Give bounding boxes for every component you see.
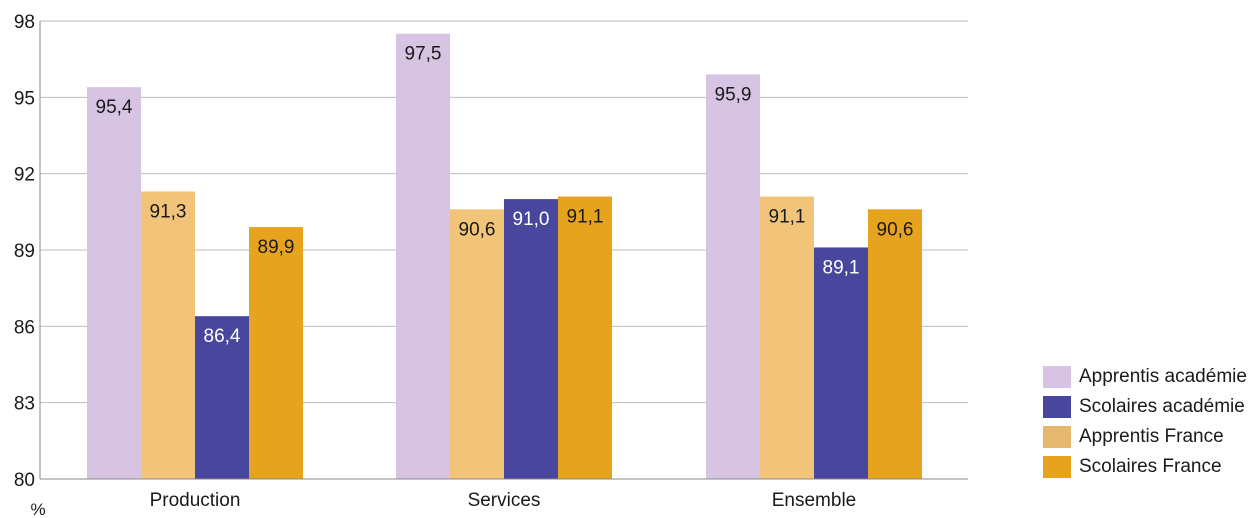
legend-label: Apprentis France bbox=[1079, 426, 1224, 447]
data-label: 89,1 bbox=[823, 257, 860, 278]
data-label: 97,5 bbox=[405, 44, 442, 65]
data-label: 90,6 bbox=[459, 219, 496, 240]
legend-label: Apprentis académie bbox=[1079, 366, 1247, 387]
legend-label: Scolaires académie bbox=[1079, 396, 1245, 417]
data-label: 91,0 bbox=[513, 209, 550, 230]
legend-label: Scolaires France bbox=[1079, 456, 1222, 477]
y-tick-label: 83 bbox=[14, 394, 35, 415]
bar bbox=[760, 196, 814, 480]
legend-item-apprentis-academie: Apprentis académie bbox=[1043, 362, 1247, 392]
bar bbox=[814, 247, 868, 479]
legend-item-apprentis-france: Apprentis France bbox=[1043, 422, 1247, 452]
data-label: 86,4 bbox=[204, 326, 241, 347]
x-tick-label: Production bbox=[150, 490, 241, 511]
data-label: 90,6 bbox=[877, 219, 914, 240]
y-tick-label: 80 bbox=[14, 470, 35, 491]
data-labels: 95,4 91,3 86,4 89,9 97,5 90,6 91,0 91,1 95,9 91,1… bbox=[96, 44, 914, 347]
legend-swatch bbox=[1043, 396, 1071, 418]
axes: 80 83 86 89 92 95 98 Production Services Ensemble bbox=[14, 12, 968, 511]
data-label: 91,1 bbox=[567, 207, 604, 228]
y-axis-unit-label: % bbox=[30, 500, 45, 518]
data-label: 89,9 bbox=[258, 237, 295, 258]
data-label: 95,4 bbox=[96, 97, 133, 118]
bar bbox=[558, 196, 612, 480]
legend-swatch bbox=[1043, 426, 1071, 448]
legend: Apprentis académie Scolaires académie Ap… bbox=[1043, 362, 1247, 482]
x-tick-label: Services bbox=[468, 490, 541, 511]
y-tick-label: 89 bbox=[14, 241, 35, 262]
data-label: 91,3 bbox=[150, 201, 187, 222]
legend-item-scolaires-france: Scolaires France bbox=[1043, 452, 1247, 482]
bars bbox=[87, 33, 922, 480]
x-tick-label: Ensemble bbox=[772, 490, 857, 511]
bar bbox=[868, 209, 922, 480]
legend-item-scolaires-academie: Scolaires académie bbox=[1043, 392, 1247, 422]
bar bbox=[87, 87, 141, 480]
bar bbox=[141, 191, 195, 479]
bar bbox=[195, 316, 249, 479]
bar bbox=[396, 33, 450, 479]
legend-swatch bbox=[1043, 456, 1071, 478]
y-tick-label: 92 bbox=[14, 165, 35, 186]
bar bbox=[249, 227, 303, 479]
bar bbox=[504, 199, 558, 479]
legend-swatch bbox=[1043, 366, 1071, 388]
y-tick-label: 95 bbox=[14, 88, 35, 109]
bar bbox=[706, 74, 760, 479]
data-label: 95,9 bbox=[715, 84, 752, 105]
y-tick-label: 98 bbox=[14, 12, 35, 33]
bar bbox=[450, 209, 504, 480]
y-tick-label: 86 bbox=[14, 317, 35, 338]
data-label: 91,1 bbox=[769, 207, 806, 228]
